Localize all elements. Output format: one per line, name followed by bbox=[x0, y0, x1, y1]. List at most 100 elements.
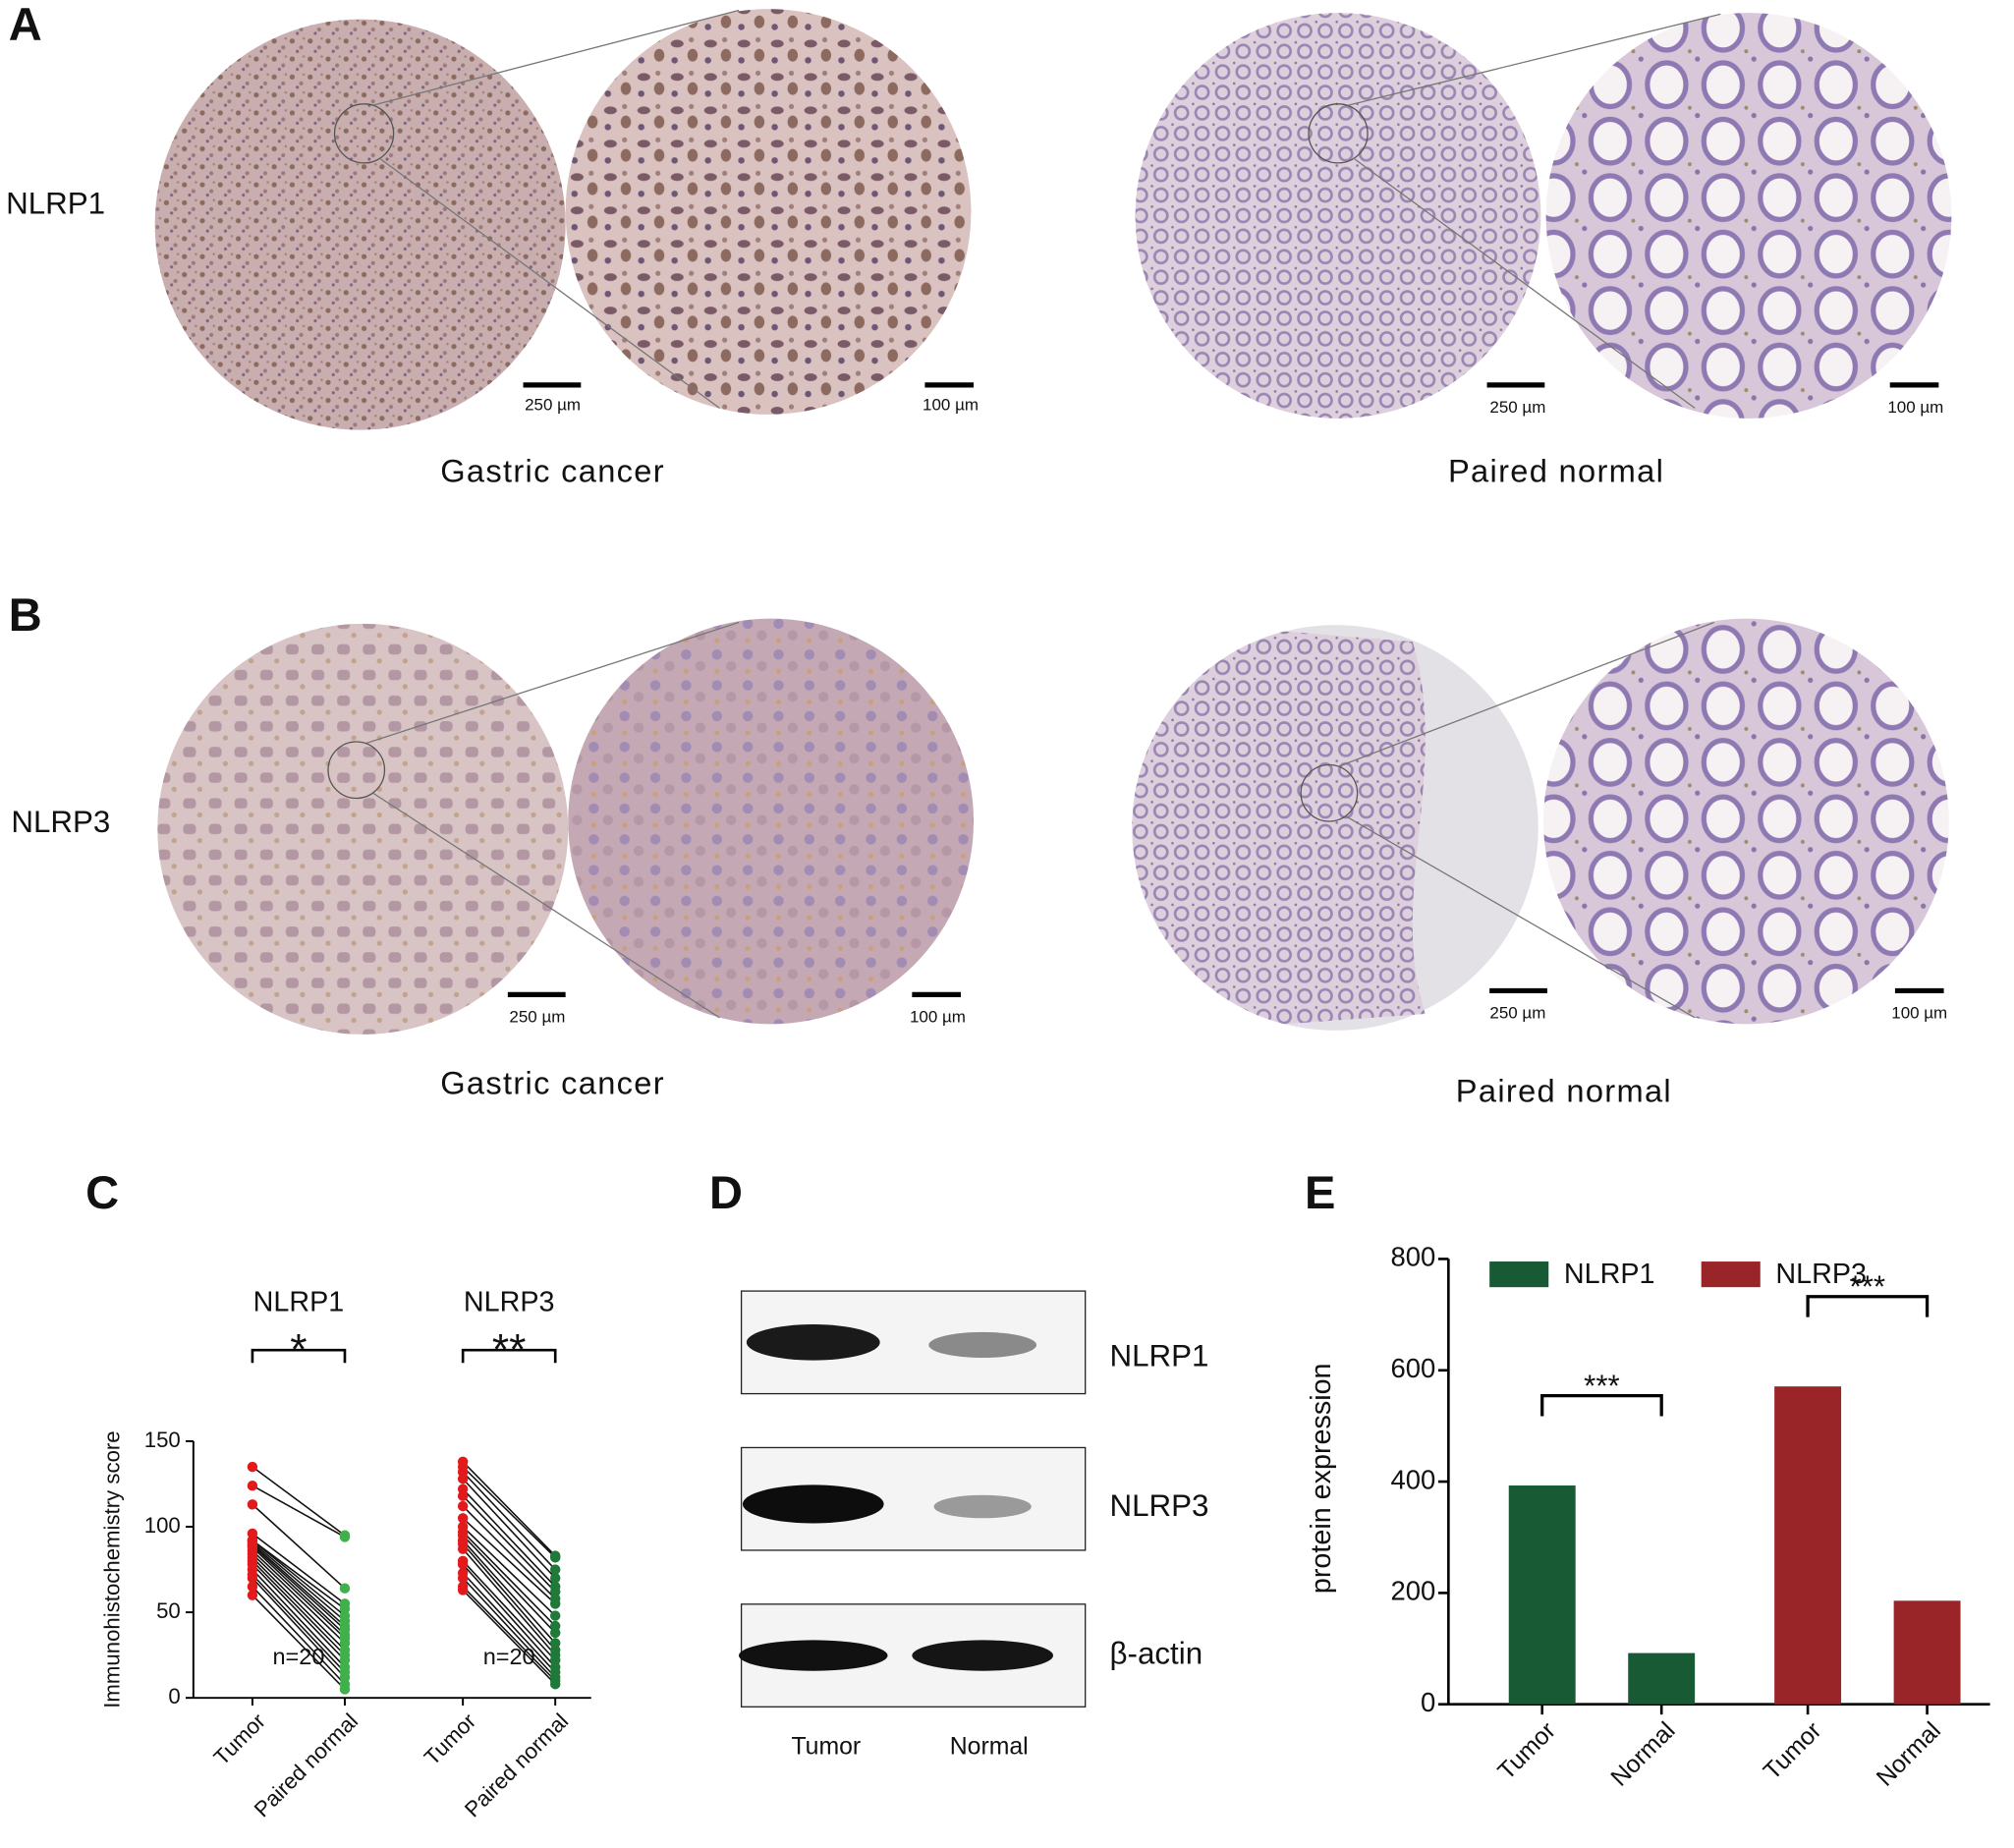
zoom-region bbox=[327, 741, 386, 800]
pair-line bbox=[462, 1589, 556, 1685]
legend-label: NLRP3 bbox=[1775, 1259, 1867, 1290]
lane-label: Normal bbox=[950, 1734, 1029, 1761]
scale-label: 250 µm bbox=[525, 395, 581, 414]
pair-line bbox=[462, 1495, 556, 1593]
scale-label: 250 µm bbox=[1489, 1003, 1545, 1022]
dot bbox=[549, 1552, 561, 1563]
dot bbox=[247, 1480, 258, 1491]
significance: * bbox=[290, 1326, 307, 1374]
blot-band bbox=[928, 1331, 1037, 1359]
zoom-line bbox=[1345, 815, 1696, 1019]
tissue-zoom bbox=[1543, 618, 1949, 1025]
dot bbox=[247, 1573, 258, 1584]
dot bbox=[247, 1581, 258, 1593]
pair-line bbox=[252, 1546, 346, 1636]
blot-band bbox=[746, 1324, 880, 1361]
zoom-region bbox=[1308, 103, 1369, 164]
group-label: NLRP3 bbox=[464, 1287, 555, 1318]
dot bbox=[549, 1627, 561, 1639]
pair-line bbox=[252, 1549, 346, 1639]
pair-line bbox=[252, 1569, 346, 1668]
panel-label: B bbox=[9, 588, 42, 641]
legend-swatch bbox=[1489, 1261, 1549, 1288]
dot bbox=[457, 1573, 469, 1584]
pair-line bbox=[252, 1574, 346, 1673]
y-axis-label: Immunohistochemistry score bbox=[100, 1430, 125, 1708]
scale-label: 100 µm bbox=[1891, 1003, 1947, 1022]
dot bbox=[457, 1559, 469, 1570]
row-label: NLRP3 bbox=[11, 805, 110, 839]
pair-line bbox=[252, 1595, 346, 1691]
bar bbox=[1628, 1652, 1696, 1705]
pair-line bbox=[252, 1544, 346, 1631]
pair-line bbox=[462, 1586, 556, 1682]
pair-line bbox=[462, 1488, 556, 1588]
y-tick-label: 100 bbox=[144, 1513, 181, 1538]
zoom-line bbox=[365, 621, 740, 744]
bar bbox=[1508, 1485, 1576, 1705]
zoom-region bbox=[1300, 763, 1359, 822]
tissue-zoom bbox=[568, 618, 975, 1025]
pair-line bbox=[252, 1560, 346, 1656]
band-label: NLRP3 bbox=[1110, 1488, 1209, 1523]
blot-frame bbox=[740, 1446, 1087, 1551]
dot bbox=[549, 1598, 561, 1609]
zoom-line bbox=[372, 9, 740, 106]
bar bbox=[1774, 1386, 1842, 1705]
significance-bracket bbox=[461, 1348, 557, 1364]
significance-bracket bbox=[251, 1348, 347, 1364]
band-label: NLRP1 bbox=[1110, 1338, 1209, 1372]
y-tick-label: 600 bbox=[1391, 1353, 1436, 1383]
pair-line bbox=[462, 1478, 556, 1579]
x-tick-label: Tumor bbox=[1759, 1717, 1826, 1785]
pair-line bbox=[252, 1533, 346, 1605]
pair-line bbox=[252, 1541, 346, 1622]
pair-line bbox=[252, 1586, 346, 1685]
x-tick-label: Tumor bbox=[1493, 1717, 1561, 1785]
y-tick-label: 0 bbox=[1421, 1687, 1435, 1717]
significance-bracket bbox=[1540, 1393, 1663, 1417]
pair-line bbox=[462, 1563, 556, 1668]
pair-line bbox=[462, 1535, 556, 1634]
pair-line bbox=[252, 1577, 346, 1678]
dot bbox=[549, 1679, 561, 1690]
tissue-area bbox=[1132, 631, 1426, 1025]
legend-label: NLRP1 bbox=[1564, 1259, 1655, 1290]
y-axis-label: protein expression bbox=[1306, 1363, 1337, 1594]
pair-line bbox=[462, 1577, 556, 1678]
significance: *** bbox=[1584, 1369, 1620, 1403]
pair-line bbox=[462, 1505, 556, 1599]
scale-label: 100 µm bbox=[923, 395, 979, 414]
dot bbox=[457, 1490, 469, 1501]
dot bbox=[457, 1474, 469, 1484]
dot bbox=[339, 1532, 351, 1542]
panel-label: D bbox=[709, 1166, 743, 1218]
pair-line bbox=[462, 1461, 556, 1557]
band-label: β-actin bbox=[1110, 1636, 1203, 1670]
significance: *** bbox=[1850, 1269, 1886, 1304]
zoom-line bbox=[1348, 13, 1721, 106]
caption: Gastric cancer bbox=[440, 453, 665, 489]
zoom-line bbox=[380, 158, 720, 409]
dot bbox=[457, 1585, 469, 1596]
blot-band bbox=[912, 1640, 1054, 1671]
scale-label: 250 µm bbox=[509, 1007, 565, 1026]
n-label: n=20 bbox=[272, 1644, 324, 1669]
scale-label: 100 µm bbox=[910, 1007, 966, 1026]
zoom-region bbox=[333, 103, 395, 164]
tissue-core bbox=[154, 19, 566, 430]
pair-line bbox=[462, 1542, 556, 1651]
x-tick-label: Tumor bbox=[420, 1708, 481, 1770]
dot bbox=[457, 1500, 469, 1512]
pair-line bbox=[462, 1560, 556, 1661]
dot bbox=[247, 1461, 258, 1473]
dot bbox=[549, 1610, 561, 1621]
legend-swatch bbox=[1701, 1261, 1761, 1288]
dot bbox=[339, 1583, 351, 1594]
scale-label: 250 µm bbox=[1489, 398, 1545, 417]
bar bbox=[1893, 1600, 1961, 1705]
x-tick-label: Tumor bbox=[209, 1708, 271, 1770]
significance: ** bbox=[492, 1326, 527, 1374]
